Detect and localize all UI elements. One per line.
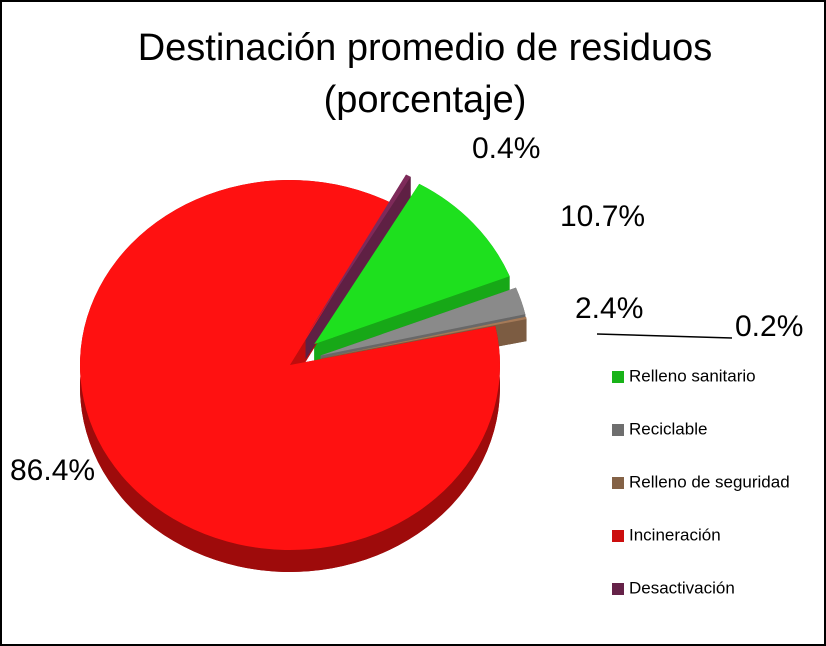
data-label: 86.4%	[10, 454, 95, 487]
legend-swatch	[612, 583, 624, 595]
legend-label: Incineración	[629, 525, 721, 544]
data-label: 2.4%	[575, 292, 643, 325]
legend-swatch	[612, 424, 624, 436]
chart-title: Destinación promedio de residuos (porcent…	[138, 27, 713, 121]
legend-label: Relleno sanitario	[629, 366, 756, 385]
legend-swatch	[612, 477, 624, 489]
slice	[305, 174, 411, 338]
data-label: 0.2%	[735, 310, 803, 343]
title-line: Destinación promedio de residuos	[138, 27, 713, 69]
legend-swatch	[612, 371, 624, 383]
legend-label: Reciclable	[629, 419, 707, 438]
slice	[314, 183, 510, 345]
slice	[321, 316, 527, 359]
legend-label: Relleno de seguridad	[629, 472, 790, 491]
slice	[320, 287, 526, 356]
data-label: 0.4%	[472, 132, 540, 165]
title-line: (porcentaje)	[324, 79, 527, 121]
slice	[80, 179, 500, 550]
leader-line	[596, 333, 733, 339]
slice-face	[305, 176, 411, 360]
data-label: 10.7%	[560, 200, 645, 233]
legend-label: Desactivación	[629, 578, 735, 597]
legend-swatch	[612, 530, 624, 542]
